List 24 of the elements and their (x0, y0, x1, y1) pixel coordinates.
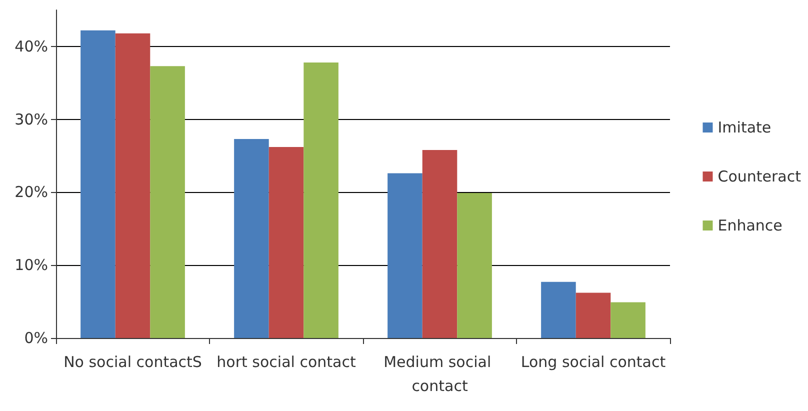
bar (576, 292, 611, 338)
legend-label: Enhance (718, 216, 782, 234)
bar (610, 302, 646, 338)
y-tick-label: 30% (14, 110, 48, 128)
bar (234, 139, 269, 338)
x-tick-label: Medium social contact (384, 353, 496, 395)
y-tick-label: 10% (14, 256, 48, 274)
bar (80, 30, 116, 338)
y-tick-label: 0% (24, 329, 48, 347)
bar (304, 62, 338, 338)
bar (150, 66, 185, 338)
x-tick-label: hort social contact (216, 353, 356, 371)
bar (457, 192, 492, 338)
legend-label: Counteract (718, 168, 802, 186)
x-tick-label: Long social contact (520, 353, 666, 371)
legend-label: Imitate (718, 118, 772, 136)
bar (115, 33, 150, 338)
y-tick-label: 40% (14, 37, 48, 56)
x-tick-label: No social contactS (64, 353, 202, 371)
bar (388, 173, 422, 338)
bar (541, 282, 576, 338)
bar (422, 150, 458, 338)
bar (268, 147, 304, 338)
y-tick-label: 20% (14, 183, 48, 202)
